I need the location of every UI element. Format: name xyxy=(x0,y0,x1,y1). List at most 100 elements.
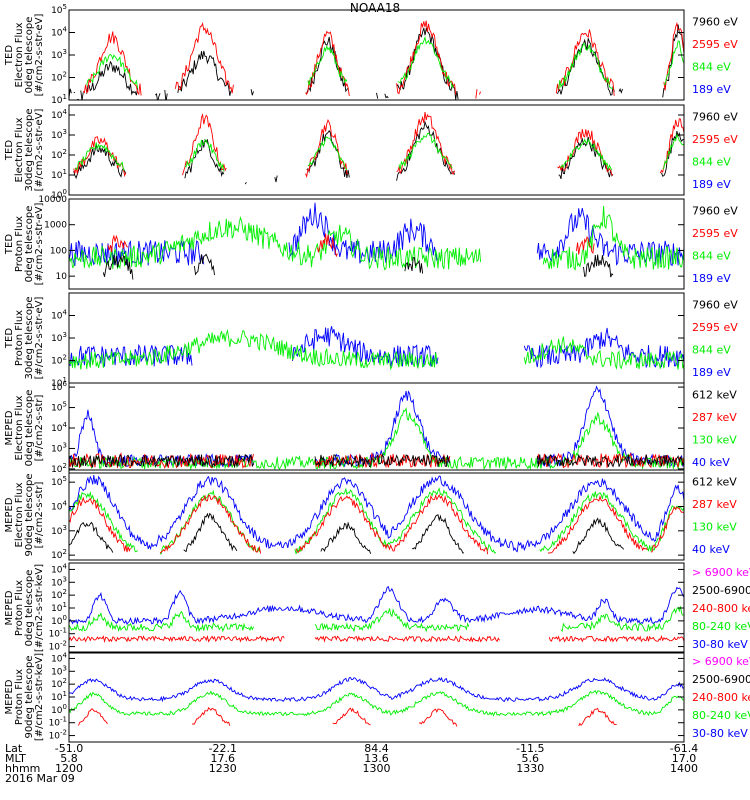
panel-traces xyxy=(69,676,684,727)
x-time-label: 1300 xyxy=(363,762,391,775)
legend-entry: 40 keV xyxy=(692,543,730,556)
y-tick-label: 104 xyxy=(51,309,67,322)
x-mlt-label: 5.6 xyxy=(522,752,540,765)
y-tick-label: 103 xyxy=(51,48,67,61)
legend-entry: 2595 eV xyxy=(692,227,738,240)
panel-traces xyxy=(73,111,684,185)
panel-frame xyxy=(68,9,685,101)
chart-title: NOAA18 xyxy=(349,1,401,15)
x-time-label: 1230 xyxy=(209,762,237,775)
series-trace-1 xyxy=(82,20,684,99)
legend-entry: 7960 eV xyxy=(692,298,738,311)
legend-entry: 2500-6900 xyxy=(692,584,750,597)
legend-entry: 7960 eV xyxy=(692,204,738,217)
y-axis-label: 30deg telescope xyxy=(24,296,35,379)
y-tick-label: 104 xyxy=(51,421,67,434)
legend-entry: 2595 eV xyxy=(692,133,738,146)
panel-traces xyxy=(69,326,684,371)
y-axis-label: Electron Flux xyxy=(14,22,25,87)
y-tick-label: 100 xyxy=(51,614,67,627)
series-trace-1 xyxy=(69,407,684,471)
legend-entry: 7960 eV xyxy=(692,15,738,28)
y-tick-label: 101 xyxy=(51,168,67,181)
series-trace-0 xyxy=(69,385,684,469)
series-trace-0 xyxy=(69,585,684,625)
legend-entry: 40 keV xyxy=(692,456,730,469)
y-axis-label: 90deg telescope xyxy=(24,655,35,738)
y-tick-label: 10-1 xyxy=(49,716,67,729)
x-row-label: Lat xyxy=(5,742,23,755)
y-axis-label: MEPED xyxy=(4,410,15,445)
y-tick-label: 103 xyxy=(51,441,67,454)
series-trace-2 xyxy=(78,707,617,727)
panel-ted-p-0: 10 100 1000 10000 TED Proton Flux 0deg telesco… xyxy=(4,195,738,290)
y-tick-label: 105 xyxy=(51,3,67,16)
legend-entry: 189 eV xyxy=(692,272,731,285)
panel-frame xyxy=(68,104,685,196)
series-trace-1 xyxy=(73,111,684,179)
legend-entry: 844 eV xyxy=(692,155,731,168)
y-axis-label: [#/cm2-s-str] xyxy=(34,481,45,548)
legend-entry: 287 keV xyxy=(692,498,737,511)
y-axis-label: [#/cm2-s-str-eV] xyxy=(34,14,45,97)
panel-frame xyxy=(68,469,685,561)
series-trace-3 xyxy=(69,453,684,469)
x-row-label: hhmm xyxy=(5,762,40,775)
legend-entry: 612 keV xyxy=(692,388,737,401)
y-tick-label: 10-2 xyxy=(49,729,67,742)
x-mlt-label: 17.0 xyxy=(672,752,697,765)
series-trace-0 xyxy=(69,326,684,369)
x-lat-label: -51.0 xyxy=(55,742,83,755)
y-tick-label: 102 xyxy=(51,677,67,690)
legend-entry: 80-240 keV xyxy=(692,620,750,633)
y-tick-label: 102 xyxy=(51,354,67,367)
y-axis-label: 0deg telescope xyxy=(24,570,35,647)
y-tick-label: 102 xyxy=(51,71,67,84)
y-axis-label: Electron Flux xyxy=(14,482,25,547)
legend-entry: > 6900 keV xyxy=(692,655,750,668)
panel-frame xyxy=(68,292,685,384)
x-lat-label: -11.5 xyxy=(516,742,544,755)
y-axis-label: [#/cm2-s-str] xyxy=(34,394,45,461)
panel-traces xyxy=(69,20,684,100)
series-trace-2 xyxy=(69,493,684,555)
series-trace-0 xyxy=(69,676,684,703)
x-time-label: 1330 xyxy=(516,762,544,775)
y-tick-label: 103 xyxy=(51,128,67,141)
y-axis-label: TED xyxy=(4,328,15,349)
y-axis-label: MEPED xyxy=(4,497,15,532)
series-trace-0 xyxy=(69,474,684,553)
y-axis-label: TED xyxy=(4,45,15,66)
y-tick-label: 10-1 xyxy=(49,627,67,640)
y-tick-label: 104 xyxy=(51,651,67,664)
y-tick-label: 102 xyxy=(51,548,67,561)
series-trace-1 xyxy=(69,328,684,371)
legend-entry: 844 eV xyxy=(692,343,731,356)
legend-entry: 612 keV xyxy=(692,475,737,488)
y-tick-label: 102 xyxy=(51,588,67,601)
x-time-label: 1200 xyxy=(55,762,83,775)
y-tick-label: 104 xyxy=(51,499,67,512)
legend-entry: 844 eV xyxy=(692,249,731,262)
y-tick-label: 104 xyxy=(51,108,67,121)
y-axis-label: [#/cm2-s-str-eV] xyxy=(34,203,45,286)
y-axis-label: 90deg telescope xyxy=(24,473,35,556)
panel-ted-e-0: 101 102 103 104 105 TED Electron Flux 0deg tele… xyxy=(4,3,738,106)
y-tick-label: 103 xyxy=(51,575,67,588)
y-axis-label: Proton Flux xyxy=(14,310,25,366)
y-tick-label: 10000 xyxy=(38,195,67,205)
panel-traces xyxy=(69,385,684,471)
legend-entry: > 6900 keV xyxy=(692,566,750,579)
y-tick-label: 104 xyxy=(51,26,67,39)
y-tick-label: 100 xyxy=(51,703,67,716)
legend-entry: 30-80 keV xyxy=(692,727,748,740)
legend-entry: 30-80 keV xyxy=(692,638,748,651)
legend-entry: 2595 eV xyxy=(692,321,738,334)
panel-traces xyxy=(69,474,684,555)
legend-entry: 7960 eV xyxy=(692,110,738,123)
legend-entry: 240-800 ke xyxy=(692,602,750,615)
